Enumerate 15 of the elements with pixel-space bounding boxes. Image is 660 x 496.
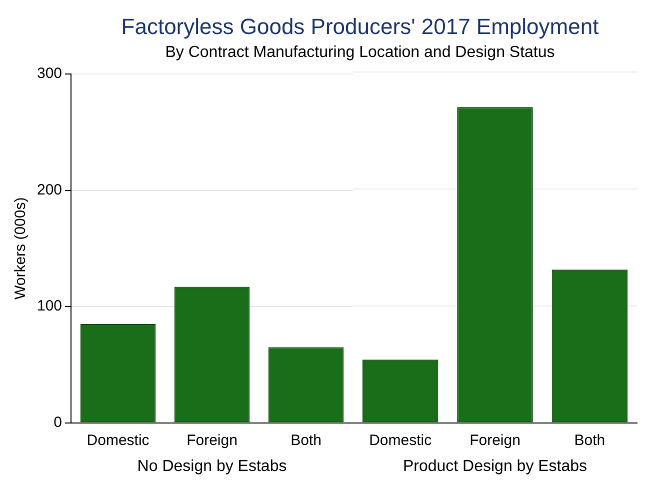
y-tick-label: 300 [36, 65, 62, 82]
x-tick-label: Foreign [470, 432, 520, 449]
x-axis-title: No Design by Estabs [137, 458, 287, 475]
x-tick-label: Foreign [186, 432, 238, 449]
x-tick-label: Domestic [86, 432, 150, 449]
x-tick-label: Domestic [369, 432, 432, 449]
x-tick-label: Both [574, 432, 606, 449]
y-axis-title: Workers (000s) [12, 197, 30, 300]
x-tick-label: Both [290, 432, 322, 449]
x-axis-title: Product Design by Estabs [402, 458, 588, 475]
y-tick-label: 0 [54, 414, 62, 431]
chart-subtitle: By Contract Manufacturing Location and Design Status [164, 44, 556, 62]
y-tick-label: 200 [36, 181, 62, 198]
y-tick-label: 100 [36, 298, 62, 315]
chart-title: Factoryless Goods Producers' 2017 Employment [120, 14, 600, 40]
